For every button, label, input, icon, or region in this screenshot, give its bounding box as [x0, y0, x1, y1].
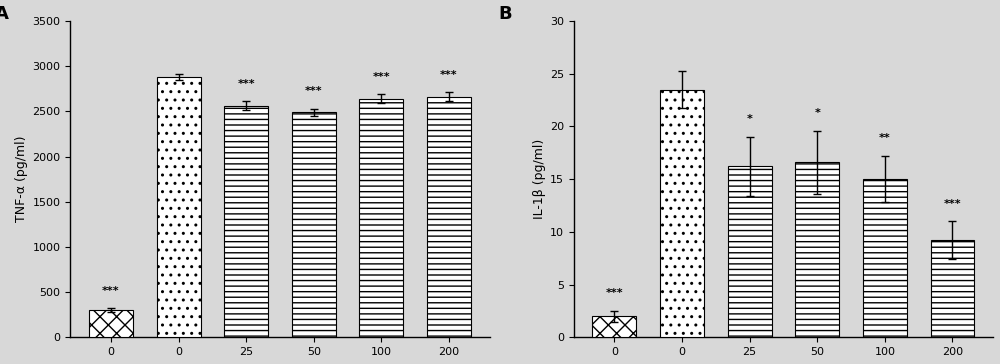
Bar: [292, 112, 336, 337]
Text: *: *: [814, 108, 820, 118]
Text: ***: ***: [373, 71, 390, 82]
Bar: [728, 166, 772, 337]
Bar: [359, 99, 403, 337]
Text: A: A: [0, 5, 9, 23]
Y-axis label: TNF-α (pg/ml): TNF-α (pg/ml): [15, 136, 28, 222]
Bar: [795, 162, 839, 337]
Text: ***: ***: [102, 286, 120, 296]
Y-axis label: IL-1β (pg/ml): IL-1β (pg/ml): [533, 139, 546, 219]
Bar: [660, 90, 704, 337]
Text: ***: ***: [305, 86, 323, 96]
Bar: [89, 310, 133, 337]
Text: *: *: [747, 114, 753, 124]
Text: ***: ***: [606, 288, 623, 298]
Text: **: **: [879, 133, 891, 143]
Text: ***: ***: [440, 70, 458, 80]
Bar: [427, 97, 471, 337]
Text: ***: ***: [237, 79, 255, 89]
Bar: [863, 179, 907, 337]
Bar: [931, 240, 974, 337]
Bar: [592, 316, 636, 337]
Bar: [157, 77, 201, 337]
Bar: [224, 106, 268, 337]
Text: B: B: [498, 5, 512, 23]
Text: ***: ***: [944, 199, 961, 209]
